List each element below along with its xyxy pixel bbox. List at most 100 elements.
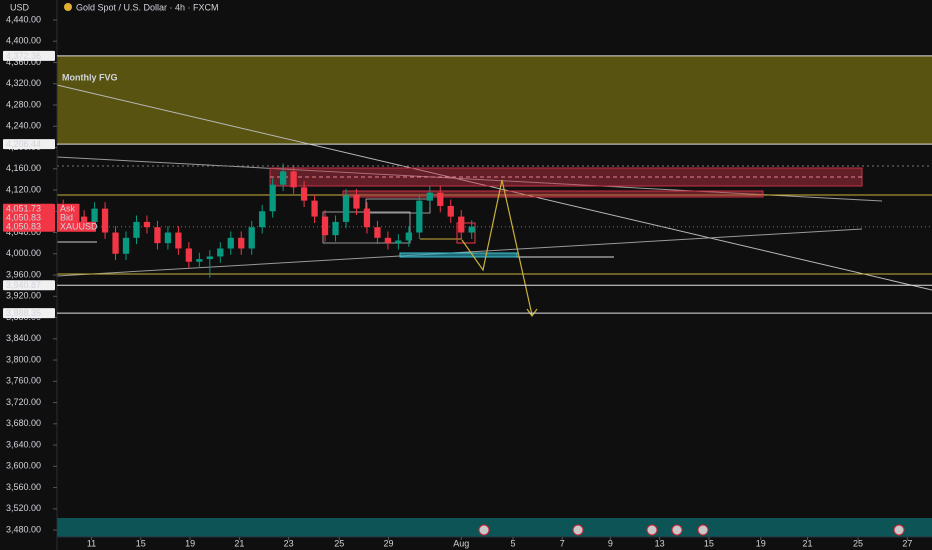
candle-body [80,216,88,222]
event-icon [697,524,709,536]
candle-body [238,237,245,249]
price-label-box [3,139,55,150]
event-icon [478,524,490,536]
candle-body [437,192,444,206]
candle-body [374,227,381,238]
candle-body [332,221,339,236]
price-label-box [3,212,55,223]
x-tick-label: 23 [284,538,294,548]
candle-body [311,200,318,217]
price-label: 3,940.87 [6,280,41,290]
price-axis [0,0,57,550]
x-tick-label: 13 [655,538,665,548]
x-tick-label: 29 [384,538,394,548]
event-icon [646,524,658,536]
x-tick-label: 19 [185,538,195,548]
y-tick-label: 3,920.00 [6,291,41,301]
y-tick-label: 3,560.00 [6,482,41,492]
price-label: 4,051.73 [6,204,41,214]
candle-body [101,208,109,233]
x-tick-label: 25 [334,538,344,548]
y-tick-label: 3,760.00 [6,376,41,386]
x-tick-label: 5 [510,538,515,548]
candle-body [227,237,234,249]
price-label-box [3,50,55,61]
y-tick-label: 4,320.00 [6,78,41,88]
y-tick-label: 3,600.00 [6,461,41,471]
candle-body [458,216,465,233]
price-label: 4,372.36 [6,51,41,61]
y-tick-label: 4,240.00 [6,121,41,131]
x-tick-label: 21 [234,538,244,548]
candle-body [164,232,172,244]
candle-body [133,221,140,238]
price-label-box [3,203,55,214]
x-tick-label: 7 [560,538,565,548]
candle-body [196,259,203,262]
drawings [56,55,932,537]
candle-body [154,227,161,244]
candle-body [143,221,151,228]
price-label: 4,050.83 [6,213,41,223]
candle-body [342,195,350,222]
price-tag: XAUUSD [60,222,98,232]
event-strip [57,518,932,537]
event-icon [572,524,584,536]
candle-body [447,205,454,217]
candle-body [217,248,224,257]
price-tag: Bid [60,213,73,223]
y-tick-label: 3,520.00 [6,503,41,513]
y-tick-label: 4,360.00 [6,57,41,67]
candle-body [405,232,412,241]
y-tick-label: 3,680.00 [6,418,41,428]
price-label-box [3,221,55,232]
candle-body [91,208,98,222]
price-label: 4,206.44 [6,139,41,149]
candle-body [175,232,182,249]
price-label: 4,050.83 [6,222,41,232]
marker-box [456,222,476,244]
y-tick-label: 3,640.00 [6,439,41,449]
trendline [56,156,883,202]
price-tag-box [57,203,80,214]
x-tick-label: 15 [136,538,146,548]
candle-body [321,216,329,236]
candle-body [122,237,130,254]
candle-body [185,248,193,262]
y-tick-label: 3,840.00 [6,333,41,343]
y-tick-label: 4,000.00 [6,248,41,258]
candle-body [290,171,297,188]
event-icon [893,524,905,536]
candle-body [269,184,276,212]
projection-path [461,179,533,316]
y-tick-label: 4,160.00 [6,163,41,173]
x-tick-label: 15 [704,538,714,548]
candle-body [248,227,255,249]
event-icon [671,524,683,536]
demand-zone [399,252,518,258]
y-tick-label: 3,960.00 [6,269,41,279]
price-tag-box [57,221,96,232]
y-tick-label: 4,120.00 [6,184,41,194]
y-tick-label: 4,440.00 [6,14,41,24]
y-tick-label: 3,800.00 [6,354,41,364]
y-tick-label: 3,480.00 [6,524,41,534]
trendline [56,84,932,291]
candle-body [416,200,423,233]
candle-body [112,232,119,254]
x-tick-label: 21 [803,538,813,548]
price-label: 3,888.35 [6,308,41,318]
y-tick-label: 4,040.00 [6,227,41,237]
candle-body [395,240,402,244]
event-icons [478,524,905,536]
candle-body [280,171,287,185]
fvg-zone [57,55,932,145]
x-tick-label: 19 [756,538,766,548]
projection-arrow [526,308,538,318]
price-tag: Ask [60,204,76,214]
candle-body [206,256,213,260]
y-tick-label: 4,280.00 [6,99,41,109]
y-tick-label: 4,400.00 [6,36,41,46]
x-tick-label: 11 [87,538,96,548]
